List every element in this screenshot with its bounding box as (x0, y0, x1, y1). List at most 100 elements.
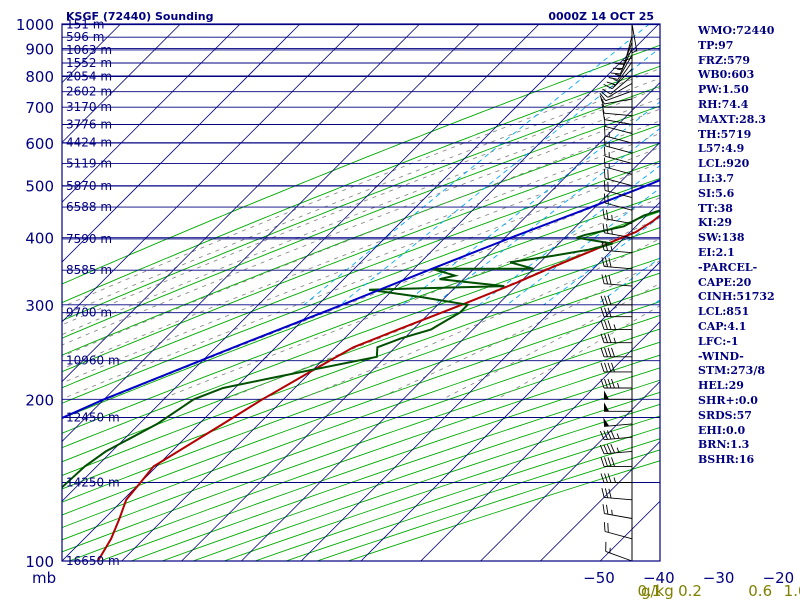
dry-adiabat (62, 314, 660, 529)
index-item: WB0:603 (698, 68, 755, 82)
isotherm (0, 24, 1, 561)
isotherm (62, 24, 600, 561)
wind-barb (603, 417, 633, 427)
dry-adiabat (62, 105, 660, 339)
temperature-tick: −20 (763, 569, 795, 587)
index-item: L57:4.9 (698, 142, 745, 156)
height-label: 8585 m (66, 263, 112, 277)
wind-barb (603, 136, 633, 154)
dry-adiabats (62, 44, 660, 561)
index-item: LCL:851 (698, 305, 750, 319)
index-item: FRZ:579 (698, 53, 751, 67)
height-label: 151 m (66, 18, 104, 32)
height-labels: 16650 m 14250 m 12450 m 10960 m 9700 m 8585 m… (66, 18, 120, 568)
height-label: 5119 m (66, 156, 112, 170)
dry-adiabat (62, 211, 660, 434)
moist-adiabat (62, 120, 660, 357)
height-label: 10960 m (66, 354, 120, 368)
wind-barb (603, 146, 633, 164)
index-item: TH:5719 (698, 127, 752, 141)
observation-time: 0000Z 14 OCT 25 (548, 10, 654, 23)
moist-adiabat (62, 97, 660, 336)
wind-barb (600, 473, 632, 483)
pressure-tick: 600 (25, 135, 54, 153)
wind-barb (600, 320, 632, 330)
wind-barb (602, 504, 633, 519)
height-label: 596 m (66, 30, 104, 44)
index-item: HEL:29 (698, 379, 744, 393)
wind-barb (600, 98, 632, 108)
height-label: 9700 m (66, 306, 112, 320)
sounding-indices-panel: WMO:72440 TP:97 FRZ:579 WB0:603 PW:1.50 RH:74… (698, 24, 775, 468)
wind-barb (600, 333, 632, 344)
index-item: BRN:1.3 (698, 438, 750, 452)
wind-barb (600, 362, 632, 373)
index-item: SW:138 (698, 231, 745, 245)
index-item: -PARCEL- (698, 260, 758, 274)
pressure-tick: 700 (25, 99, 54, 117)
index-item: MAXT:28.3 (698, 112, 766, 126)
mixing-ratio-line (543, 216, 660, 306)
wind-barb (603, 126, 633, 144)
isotherm (480, 381, 660, 561)
wind-barb (603, 116, 633, 135)
dry-adiabat (62, 341, 660, 553)
temperature-tick: −50 (583, 569, 615, 587)
height-label: 3170 m (66, 100, 112, 114)
temperature-tick-labels: −50−40−30−20−10010203040C (583, 569, 795, 587)
index-item: LCL:920 (698, 157, 750, 171)
isotherm (360, 261, 660, 561)
height-label: 7590 m (66, 232, 112, 246)
index-item: PW:1.50 (698, 83, 749, 97)
wind-barbs (599, 23, 638, 562)
wind-barb (599, 90, 633, 102)
pressure-tick: 300 (25, 297, 54, 315)
isotherms (0, 24, 660, 561)
temperature-line (97, 214, 660, 561)
pressure-tick: 100 (25, 553, 54, 571)
dry-adiabat (62, 227, 660, 449)
dry-adiabat (62, 142, 660, 373)
moist-adiabats (62, 68, 660, 400)
height-label: 2054 m (66, 70, 112, 84)
wind-barb (610, 48, 633, 75)
height-label: 5870 m (66, 179, 112, 193)
pressure-tick-labels: 100 200 300 400 500 600 700 800 900 1000 (16, 16, 54, 571)
wind-barb (600, 457, 632, 467)
wind-barb (600, 295, 632, 306)
height-label: 14250 m (66, 476, 120, 490)
pressure-tick: 1000 (16, 16, 54, 34)
wind-barb (601, 240, 633, 254)
wind-barb (603, 180, 633, 199)
wind-barb (603, 522, 633, 540)
mixing-ratio-line (433, 127, 660, 306)
dry-adiabat (62, 287, 660, 503)
plot-frame (61, 23, 661, 562)
moist-adiabat (62, 87, 660, 326)
index-item: EI:2.1 (698, 245, 735, 259)
mixing-ratio-line (402, 101, 660, 306)
pressure-tick: 200 (25, 391, 54, 409)
index-item: CINH:51732 (698, 290, 775, 304)
index-item: LFC:-1 (698, 334, 739, 348)
index-item: CAPE:20 (698, 275, 752, 289)
wind-barb (602, 209, 633, 225)
dry-adiabat (62, 65, 660, 304)
dry-adiabat (62, 124, 660, 356)
wind-barb (599, 444, 633, 455)
isotherm (420, 321, 660, 561)
dry-adiabat (62, 85, 660, 322)
isotherm (62, 24, 420, 383)
isotherm (62, 24, 540, 502)
height-label: 4424 m (66, 136, 112, 150)
height-label: 16650 m (66, 554, 120, 568)
wind-barb (601, 274, 633, 287)
temperature-tick: −40 (643, 569, 675, 587)
index-item: EHI:0.0 (698, 423, 746, 437)
moist-adiabat (62, 77, 660, 317)
pressure-tick: 900 (25, 41, 54, 59)
index-item: TT:38 (698, 201, 733, 215)
dewpoint-line (62, 209, 660, 489)
wind-barb (600, 378, 632, 389)
wind-barb (612, 42, 633, 69)
